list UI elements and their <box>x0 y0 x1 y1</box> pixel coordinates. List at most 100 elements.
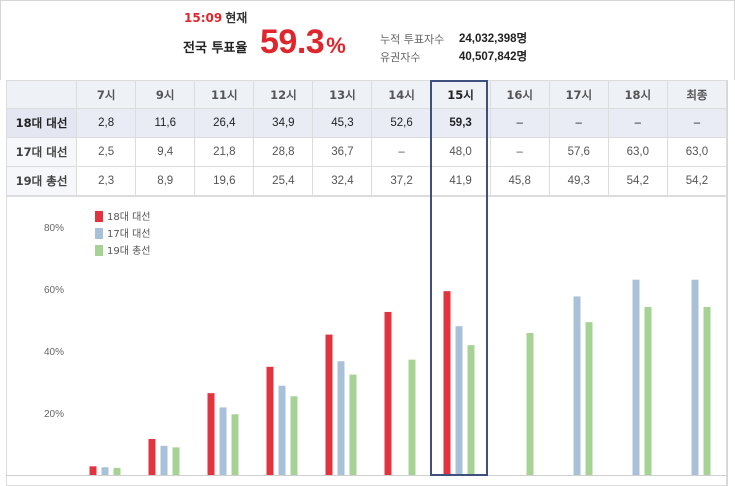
table-cell: 19,6 <box>194 166 255 196</box>
table-cell: 45,3 <box>312 108 373 138</box>
page-right-border <box>727 0 728 486</box>
cumulative-voters-label: 누적 투표자수 <box>380 33 445 46</box>
national-turnout-label: 전국 투표율 <box>183 41 248 56</box>
bar-2 <box>219 407 227 475</box>
national-turnout-value: 59.3% <box>260 23 346 62</box>
turnout-chart: 20% 40% 60% 80% 18대 대선 17대 대선 19대 총선 <box>6 196 727 486</box>
table-cell: 52,6 <box>371 108 432 138</box>
eligible-voters-value: 40,507,842명 <box>459 51 528 63</box>
turnout-table: 7시 9시 11시 12시 13시 14시 15시 16시 17시 18시 최종 18대 대선 2,8… <box>5 80 728 196</box>
table-cell: 26,4 <box>194 108 255 138</box>
table-cell: – <box>607 108 668 138</box>
table-body: 18대 대선 2,8 11,6 26,4 34,9 45,3 52,6 59,3– – – –17대… <box>5 108 728 196</box>
bar-1 <box>148 439 156 475</box>
column-header: 17시 <box>548 80 609 109</box>
table-cell: 57,6 <box>548 137 609 167</box>
time-suffix: 현재 <box>225 11 248 25</box>
legend-swatch <box>95 245 103 256</box>
table-cell: 21,8 <box>194 137 255 167</box>
table-cell: 25,4 <box>253 166 314 196</box>
table-cell: – <box>666 108 728 138</box>
table-cell: 54,2 <box>666 166 728 196</box>
bar-3 <box>290 396 298 475</box>
chart-svg: 20% 40% 60% 80% 18대 대선 17대 대선 19대 총선 <box>6 196 727 486</box>
legend-label: 18대 대선 <box>107 211 151 223</box>
bar-3 <box>349 374 357 475</box>
time-value: 15:09 <box>184 11 223 25</box>
bar-2 <box>455 326 463 475</box>
bar-1 <box>207 393 215 475</box>
column-header: 16시 <box>489 80 550 109</box>
y-tick-label: 20% <box>44 409 64 420</box>
table-cell: 41,9 <box>430 166 491 196</box>
table-cell: 2,5 <box>76 137 137 167</box>
bar-3 <box>467 345 475 475</box>
bar-2 <box>337 361 345 475</box>
table-cell: 45,8 <box>489 166 550 196</box>
table-cell: 11,6 <box>135 108 196 138</box>
table-cell: – <box>489 108 550 138</box>
cumulative-voters-value: 24,032,398명 <box>459 33 528 45</box>
table-cell: 37,2 <box>371 166 432 196</box>
table-row: 19대 총선 2,3 8,9 19,6 25,4 32,4 37,2 41,9 45,8 49,3… <box>5 166 728 196</box>
bar-3 <box>585 322 593 475</box>
table-cell: 54,2 <box>607 166 668 196</box>
column-header: 18시 <box>607 80 668 109</box>
column-header: 15시 <box>430 80 491 109</box>
column-header: 11시 <box>194 80 255 109</box>
bar-1 <box>325 334 333 475</box>
y-tick-label: 40% <box>44 347 64 358</box>
bar-1 <box>89 466 97 475</box>
table-cell: 32,4 <box>312 166 373 196</box>
chart-frame <box>6 196 727 486</box>
bar-3 <box>231 414 239 475</box>
current-time: 15:09 현재 <box>184 9 247 26</box>
column-header: 7시 <box>76 80 137 109</box>
row-label: 17대 대선 <box>5 137 78 167</box>
table-header-corner <box>5 80 78 109</box>
table-cell: 2,8 <box>76 108 137 138</box>
bar-1 <box>443 291 451 475</box>
table-cell: – <box>371 137 432 167</box>
eligible-voters-label: 유권자수 <box>380 51 421 64</box>
column-header: 9시 <box>135 80 196 109</box>
bar-1 <box>384 311 392 475</box>
legend-swatch <box>95 211 103 222</box>
table-cell: 49,3 <box>548 166 609 196</box>
turnout-table-wrap: 7시 9시 11시 12시 13시 14시 15시 16시 17시 18시 최종 18대 대선 2,8… <box>5 80 728 196</box>
table-cell: 34,9 <box>253 108 314 138</box>
table-cell: – <box>489 137 550 167</box>
table-cell: 8,9 <box>135 166 196 196</box>
turnout-unit: % <box>326 33 346 58</box>
table-cell: 63,0 <box>607 137 668 167</box>
bar-2 <box>632 279 640 475</box>
row-label: 18대 대선 <box>5 108 78 138</box>
bar-3 <box>644 306 652 475</box>
column-header: 최종 <box>666 80 728 109</box>
column-header: 12시 <box>253 80 314 109</box>
row-label: 19대 총선 <box>5 166 78 196</box>
table-cell: 2,3 <box>76 166 137 196</box>
table-row: 18대 대선 2,8 11,6 26,4 34,9 45,3 52,6 59,3– – – – <box>5 108 728 138</box>
y-tick-label: 80% <box>44 223 64 234</box>
legend-label: 19대 총선 <box>107 245 151 257</box>
bar-3 <box>408 359 416 475</box>
legend-swatch <box>95 228 103 239</box>
table-header-row: 7시 9시 11시 12시 13시 14시 15시 16시 17시 18시 최종 <box>5 80 728 109</box>
bar-3 <box>172 447 180 475</box>
legend-label: 17대 대선 <box>107 228 151 240</box>
bar-2 <box>691 279 699 475</box>
bar-3 <box>526 333 534 475</box>
turnout-number: 59.3 <box>260 23 325 61</box>
table-row: 17대 대선 2,5 9,4 21,8 28,8 36,7–48,0–57,6 63,0 63… <box>5 137 728 167</box>
table-cell: 48,0 <box>430 137 491 167</box>
bar-3 <box>113 467 121 475</box>
table-cell: – <box>548 108 609 138</box>
column-header: 14시 <box>371 80 432 109</box>
bar-1 <box>266 366 274 475</box>
column-header: 13시 <box>312 80 373 109</box>
bar-3 <box>703 306 711 475</box>
table-cell: 59,3 <box>430 108 491 138</box>
table-cell: 36,7 <box>312 137 373 167</box>
table-cell: 63,0 <box>666 137 728 167</box>
